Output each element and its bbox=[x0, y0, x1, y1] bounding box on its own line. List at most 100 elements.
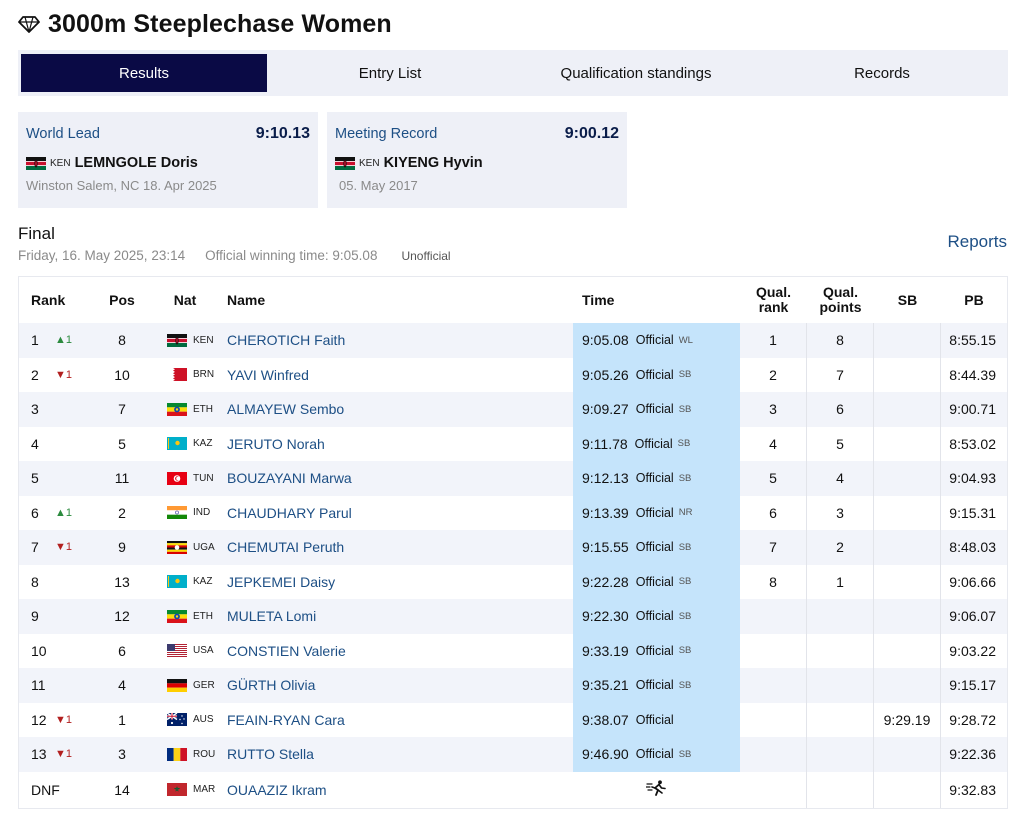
table-row: 13 ▼1 3 ROU RUTTO Stella 9:46.90 Official SB 9:2… bbox=[19, 737, 1007, 772]
qual-points-cell bbox=[807, 668, 874, 703]
athlete-name-link[interactable]: GÜRTH Olivia bbox=[227, 677, 316, 694]
qual-rank-cell: 7 bbox=[740, 530, 807, 565]
athlete-name-link[interactable]: BOUZAYANI Marwa bbox=[227, 470, 352, 487]
rank-cell: 3 bbox=[19, 401, 101, 417]
nat-code: ROU bbox=[193, 748, 216, 760]
flag-eth-icon bbox=[167, 609, 187, 623]
table-body: 1 ▲1 8 KEN CHEROTICH Faith 9:05.08 Official WL 1… bbox=[19, 323, 1007, 808]
tab-results[interactable]: Results bbox=[21, 54, 267, 92]
qual-points-cell: 3 bbox=[807, 495, 874, 530]
time-value: 9:22.30 bbox=[582, 608, 629, 625]
pos-cell: 3 bbox=[118, 746, 126, 763]
pos-cell: 13 bbox=[114, 573, 130, 590]
rank-cell: 2 ▼1 bbox=[19, 367, 101, 383]
pb-cell: 9:22.36 bbox=[949, 746, 996, 763]
sb-cell bbox=[874, 599, 941, 634]
pos-cell: 10 bbox=[114, 366, 130, 383]
pos-cell: 5 bbox=[118, 435, 126, 452]
time-cell: 9:38.07 Official bbox=[573, 702, 740, 737]
athlete-name-link[interactable]: OUAAZIZ Ikram bbox=[227, 781, 327, 798]
nat-code: UGA bbox=[193, 541, 215, 553]
header-qual-points: Qual. points bbox=[819, 284, 862, 315]
qual-points-cell bbox=[807, 599, 874, 634]
header-nat: Nat bbox=[173, 292, 197, 308]
athlete-name-link[interactable]: JEPKEMEI Daisy bbox=[227, 573, 336, 590]
flag-usa-icon bbox=[167, 644, 187, 658]
tab-entry-list[interactable]: Entry List bbox=[358, 64, 422, 82]
nat-cell: IND bbox=[143, 506, 227, 520]
nat-code: ETH bbox=[193, 403, 213, 415]
reports-link[interactable]: Reports bbox=[947, 232, 1007, 251]
record-tag: SB bbox=[678, 472, 692, 484]
record-tag: SB bbox=[678, 748, 692, 760]
nat-cell: AUS bbox=[143, 712, 227, 727]
sb-cell bbox=[874, 323, 941, 358]
qual-rank-cell bbox=[740, 633, 807, 668]
tab-qualification-standings[interactable]: Qualification standings bbox=[560, 64, 712, 82]
athlete-name-link[interactable]: MULETA Lomi bbox=[227, 608, 317, 625]
time-status: Official bbox=[635, 643, 674, 658]
rank-change-up-icon: ▲1 bbox=[55, 334, 73, 347]
header-name: Name bbox=[227, 292, 266, 308]
page-header: 3000m Steeplechase Women bbox=[18, 8, 392, 40]
time-cell: 9:09.27 Official SB bbox=[573, 392, 740, 427]
nat-cell: KAZ bbox=[143, 575, 227, 589]
time-status: Official bbox=[635, 471, 674, 486]
qual-points-cell: 5 bbox=[807, 426, 874, 461]
record-detail: Winston Salem, NC 18. Apr 2025 bbox=[26, 178, 217, 193]
time-value: 9:33.19 bbox=[582, 642, 629, 659]
athlete-name-link[interactable]: JERUTO Norah bbox=[227, 435, 325, 452]
status-badge: Unofficial bbox=[401, 248, 451, 263]
final-subtitle: Friday, 16. May 2025, 23:14 Official win… bbox=[18, 248, 451, 263]
time-status: Official bbox=[635, 402, 674, 417]
athlete-name-link[interactable]: CHEROTICH Faith bbox=[227, 332, 346, 349]
time-value: 9:11.78 bbox=[582, 435, 628, 452]
athlete-name-link[interactable]: RUTTO Stella bbox=[227, 746, 314, 763]
nat-cell: KEN bbox=[143, 333, 227, 347]
athlete-name-link[interactable]: CHEMUTAI Peruth bbox=[227, 539, 345, 556]
pos-cell: 6 bbox=[118, 642, 126, 659]
nat-cell: TUN bbox=[143, 471, 227, 485]
flag-kaz-icon bbox=[167, 437, 187, 451]
athlete-name-link[interactable]: CONSTIEN Valerie bbox=[227, 642, 346, 659]
rank-cell: 8 bbox=[19, 574, 101, 590]
nat-cell: ETH bbox=[143, 609, 227, 623]
tab-records[interactable]: Records bbox=[854, 64, 910, 82]
pos-cell: 4 bbox=[118, 677, 126, 694]
athlete-name-link[interactable]: YAVI Winfred bbox=[227, 366, 309, 383]
sb-cell bbox=[874, 668, 941, 703]
time-value: 9:38.07 bbox=[582, 711, 629, 728]
flag-kaz-icon bbox=[167, 575, 187, 589]
header-pb: PB bbox=[964, 292, 984, 308]
flag-ken-icon bbox=[167, 333, 187, 347]
athlete-name-link[interactable]: ALMAYEW Sembo bbox=[227, 401, 345, 418]
table-row: 1 ▲1 8 KEN CHEROTICH Faith 9:05.08 Official WL 1… bbox=[19, 323, 1007, 358]
nat-cell: ROU bbox=[143, 747, 227, 761]
nat-code: USA bbox=[193, 645, 214, 657]
record-label: Meeting Record bbox=[335, 126, 438, 142]
record-tag: SB bbox=[678, 576, 692, 588]
pos-cell: 11 bbox=[114, 470, 130, 487]
flag-ger-icon bbox=[167, 678, 187, 692]
pb-cell: 8:53.02 bbox=[949, 435, 996, 452]
tab-bar: Results Entry List Qualification standin… bbox=[18, 50, 1008, 96]
header-pos: Pos bbox=[109, 292, 135, 308]
qual-rank-cell: 4 bbox=[740, 426, 807, 461]
qual-rank-cell bbox=[740, 668, 807, 703]
table-row: 9 12 ETH MULETA Lomi 9:22.30 Official SB 9:06.0… bbox=[19, 599, 1007, 634]
athlete-name-link[interactable]: CHAUDHARY Parul bbox=[227, 504, 352, 521]
qual-rank-cell bbox=[740, 599, 807, 634]
qual-rank-cell: 8 bbox=[740, 564, 807, 599]
qual-points-cell bbox=[807, 737, 874, 772]
athlete-name-link[interactable]: FEAIN-RYAN Cara bbox=[227, 711, 345, 728]
header-rank: Rank bbox=[31, 292, 66, 308]
time-value: 9:09.27 bbox=[582, 401, 629, 418]
rank-value: 10 bbox=[31, 642, 47, 659]
rank-value: 9 bbox=[31, 608, 39, 625]
time-status: Official bbox=[635, 574, 674, 589]
record-tag: WL bbox=[678, 334, 693, 346]
nat-code: BRN bbox=[193, 369, 215, 381]
pos-cell: 12 bbox=[114, 608, 130, 625]
rank-change-down-icon: ▼1 bbox=[55, 748, 73, 761]
qual-rank-cell: 5 bbox=[740, 461, 807, 496]
